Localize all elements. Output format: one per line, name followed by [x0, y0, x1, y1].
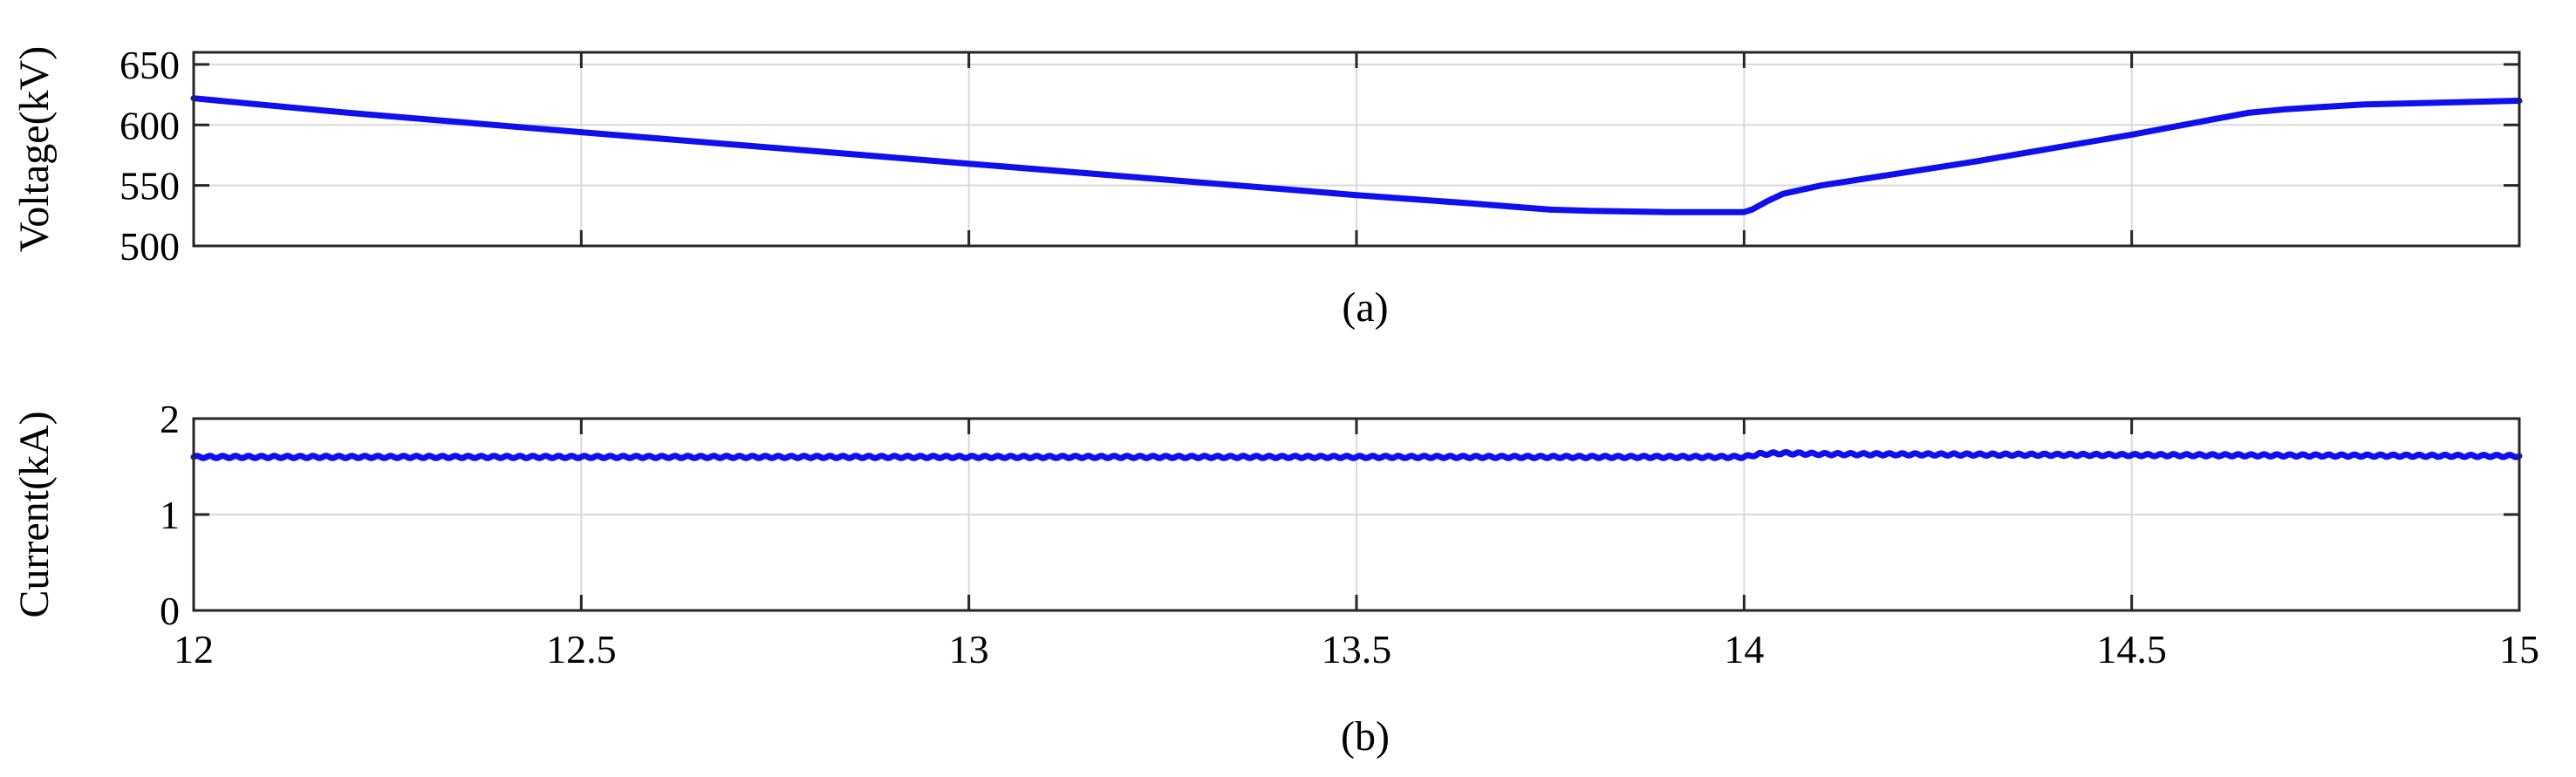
y-tick-label-0: 500 [120, 224, 180, 269]
panel-b-caption: (b) [1341, 713, 1390, 760]
y-tick-label-3: 650 [120, 43, 180, 87]
y-axis-title: Current(kA) [11, 411, 58, 617]
panel-a-caption: (a) [1342, 284, 1388, 331]
series-line-0 [190, 95, 2523, 215]
y-tick-label-0: 0 [160, 589, 180, 633]
series-line-0 [190, 449, 2523, 461]
y-tick-label-2: 600 [120, 103, 180, 147]
x-tick-label-2: 13 [949, 627, 989, 671]
y-tick-label-1: 1 [160, 493, 180, 537]
y-tick-label-1: 550 [120, 164, 180, 208]
voltage-panel: (a) 500 550 600 650 Voltage(kV) [11, 43, 2523, 331]
x-tick-label-4: 14 [1724, 627, 1764, 671]
y-axis-title: Voltage(kV) [11, 46, 58, 252]
y-tick-label-2: 2 [160, 397, 180, 441]
x-tick-label-5: 14.5 [2096, 627, 2167, 671]
x-tick-label-6: 15 [2499, 627, 2539, 671]
x-tick-label-0: 12 [174, 627, 214, 671]
x-tick-label-3: 13.5 [1322, 627, 1392, 671]
x-tick-label-1: 12.5 [546, 627, 617, 671]
